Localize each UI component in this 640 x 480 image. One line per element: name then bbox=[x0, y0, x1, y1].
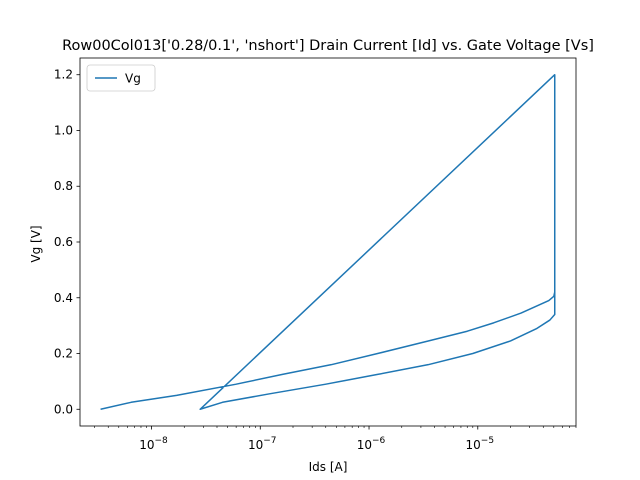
y-tick-label: 0.4 bbox=[54, 291, 73, 305]
x-tick-label: 10−6 bbox=[357, 436, 386, 452]
legend-label: Vg bbox=[125, 72, 141, 86]
y-tick-label: 1.0 bbox=[54, 123, 73, 137]
y-tick-label: 0.2 bbox=[54, 347, 73, 361]
y-axis-label: Vg [V] bbox=[29, 225, 43, 262]
plot-area: 10−8 10−7 10−6 10−5 0.0 0.2 0.4 0.6 0.8 1.0 1.2 Vg bbox=[54, 57, 577, 452]
chart-title: Row00Col013['0.28/0.1', 'nshort'] Drain … bbox=[62, 38, 594, 54]
legend-box bbox=[86, 64, 156, 92]
x-axis-label: Ids [A] bbox=[309, 460, 348, 474]
y-tick-label: 0.0 bbox=[54, 402, 73, 416]
y-tick-label: 0.6 bbox=[54, 235, 73, 249]
x-tick-label: 10−8 bbox=[139, 436, 168, 452]
y-tick-label: 1.2 bbox=[54, 68, 73, 82]
x-tick-label: 10−5 bbox=[466, 436, 495, 452]
y-tick-label: 0.8 bbox=[54, 179, 73, 193]
x-tick-label: 10−7 bbox=[248, 436, 277, 452]
series-line bbox=[100, 73, 556, 411]
axes-frame bbox=[79, 57, 577, 427]
